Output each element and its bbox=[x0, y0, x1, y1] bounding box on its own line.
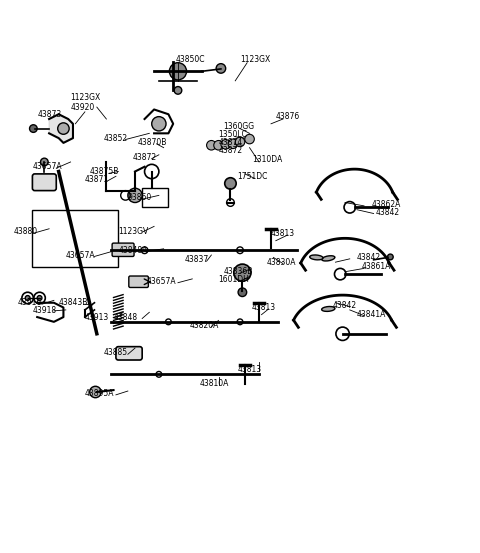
Text: 43848: 43848 bbox=[114, 312, 138, 321]
Circle shape bbox=[25, 296, 30, 300]
Circle shape bbox=[234, 264, 251, 281]
Circle shape bbox=[214, 140, 223, 150]
Ellipse shape bbox=[322, 306, 335, 311]
Text: 43813: 43813 bbox=[271, 229, 295, 238]
Text: 43862A: 43862A bbox=[371, 200, 401, 210]
Text: 43657A: 43657A bbox=[147, 276, 177, 286]
Circle shape bbox=[206, 140, 216, 150]
Circle shape bbox=[228, 139, 238, 149]
Text: 43918: 43918 bbox=[33, 306, 57, 315]
Circle shape bbox=[235, 137, 245, 147]
Text: 43872: 43872 bbox=[132, 153, 157, 161]
Circle shape bbox=[30, 125, 37, 132]
Text: 43841A: 43841A bbox=[357, 310, 386, 319]
Circle shape bbox=[225, 178, 236, 189]
Text: 43842: 43842 bbox=[333, 301, 357, 310]
Text: 43810A: 43810A bbox=[199, 379, 229, 388]
Text: 43820A: 43820A bbox=[190, 321, 219, 330]
Bar bbox=[33, 210, 118, 267]
Text: 43850C: 43850C bbox=[176, 55, 205, 64]
Text: 1601DH: 1601DH bbox=[218, 275, 250, 284]
Text: 43916: 43916 bbox=[18, 298, 42, 307]
Text: 43920: 43920 bbox=[71, 103, 95, 112]
Text: 43813: 43813 bbox=[252, 303, 276, 312]
Circle shape bbox=[37, 296, 42, 300]
Circle shape bbox=[387, 254, 393, 260]
Circle shape bbox=[152, 117, 166, 131]
Text: 43657A: 43657A bbox=[33, 162, 62, 171]
Text: 43876: 43876 bbox=[276, 112, 300, 121]
Text: 1123GV: 1123GV bbox=[118, 227, 148, 236]
Text: 93860: 93860 bbox=[128, 193, 152, 202]
Text: 1310DA: 1310DA bbox=[252, 155, 282, 164]
Bar bbox=[142, 188, 168, 207]
Text: 43837: 43837 bbox=[185, 255, 209, 264]
Circle shape bbox=[174, 87, 182, 94]
Text: 1350LC: 1350LC bbox=[218, 130, 247, 139]
Circle shape bbox=[238, 288, 247, 296]
Circle shape bbox=[128, 188, 142, 202]
Ellipse shape bbox=[322, 255, 335, 261]
Text: 43813: 43813 bbox=[238, 365, 262, 374]
Text: 43861A: 43861A bbox=[362, 263, 391, 272]
Circle shape bbox=[221, 139, 230, 149]
Text: 43842: 43842 bbox=[357, 253, 381, 262]
Text: 43657A: 43657A bbox=[66, 251, 96, 259]
Text: 43913: 43913 bbox=[85, 312, 109, 321]
FancyBboxPatch shape bbox=[129, 276, 148, 288]
Text: 1123GX: 1123GX bbox=[71, 93, 101, 102]
Text: 1751DC: 1751DC bbox=[238, 172, 268, 181]
Text: 43870B: 43870B bbox=[137, 138, 167, 148]
Text: 43848A: 43848A bbox=[118, 246, 148, 255]
Text: 43895A: 43895A bbox=[85, 389, 114, 398]
Ellipse shape bbox=[310, 255, 323, 260]
Text: 43885: 43885 bbox=[104, 348, 128, 357]
Text: 43830A: 43830A bbox=[266, 258, 296, 267]
Text: 43871: 43871 bbox=[85, 175, 109, 184]
Text: 1123GX: 1123GX bbox=[240, 55, 270, 64]
FancyBboxPatch shape bbox=[112, 243, 134, 257]
Text: 43836B: 43836B bbox=[223, 267, 252, 276]
Text: 43873: 43873 bbox=[37, 109, 61, 119]
Circle shape bbox=[245, 134, 254, 144]
Circle shape bbox=[58, 123, 69, 134]
Circle shape bbox=[169, 62, 187, 80]
FancyBboxPatch shape bbox=[116, 347, 142, 360]
FancyBboxPatch shape bbox=[33, 174, 56, 191]
Text: 43843B: 43843B bbox=[59, 298, 88, 307]
Text: 43852: 43852 bbox=[104, 134, 128, 143]
Text: 43875B: 43875B bbox=[90, 167, 119, 176]
Text: 1360GG: 1360GG bbox=[223, 122, 254, 131]
Text: 43872: 43872 bbox=[218, 147, 243, 155]
Circle shape bbox=[40, 158, 48, 166]
Circle shape bbox=[90, 386, 101, 398]
Circle shape bbox=[216, 64, 226, 73]
Text: 43874: 43874 bbox=[218, 138, 243, 148]
Text: 43880: 43880 bbox=[13, 227, 37, 236]
Polygon shape bbox=[49, 114, 73, 143]
Text: 43842: 43842 bbox=[376, 207, 400, 217]
